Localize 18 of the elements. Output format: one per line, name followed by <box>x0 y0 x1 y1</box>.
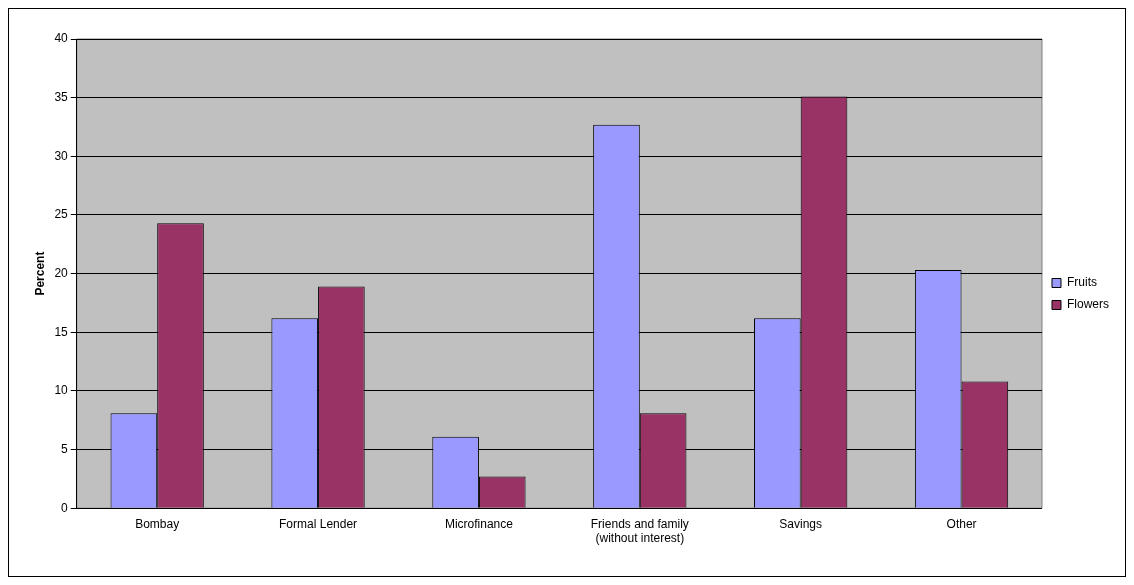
y-tick-label: 0 <box>61 500 69 515</box>
x-tick-label: Friends and family (without interest) <box>590 516 689 546</box>
y-tick-label: 5 <box>61 441 69 456</box>
y-tick-label: 30 <box>54 148 69 163</box>
y-tick-label: 10 <box>54 383 69 398</box>
x-tick-label: Formal Lender <box>279 516 358 531</box>
x-tick-label: Bombay <box>135 516 180 531</box>
y-tick-label: 40 <box>54 31 69 46</box>
legend-label: Flowers <box>1066 297 1110 312</box>
y-tick-label: 35 <box>54 89 69 104</box>
y-tick-label: 25 <box>54 207 69 222</box>
x-tick-label: Other <box>946 516 977 531</box>
y-tick-label: 15 <box>54 324 69 339</box>
x-tick-label: Savings <box>779 516 823 531</box>
legend-label: Fruits <box>1066 275 1097 290</box>
x-tick-label: Microfinance <box>444 516 514 531</box>
y-axis-title: Percent <box>32 251 47 296</box>
y-tick-label: 20 <box>54 265 69 280</box>
